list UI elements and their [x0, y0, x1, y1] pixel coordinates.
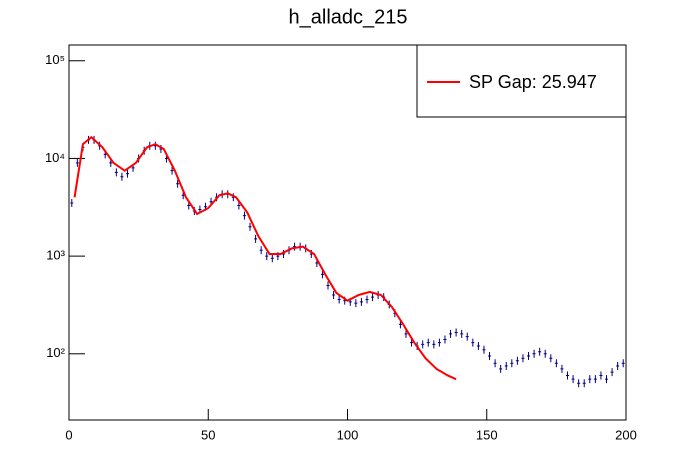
x-tick-label: 50: [201, 427, 215, 442]
data-point: [527, 351, 531, 360]
data-point: [493, 359, 497, 368]
x-tick-label: 100: [337, 427, 359, 442]
data-point: [549, 354, 553, 363]
data-point: [465, 332, 469, 341]
data-point: [482, 345, 486, 354]
data-point: [443, 335, 447, 344]
data-point: [421, 340, 425, 349]
data-point: [460, 329, 464, 338]
x-tick-label: 200: [615, 427, 637, 442]
y-tick-label: 10⁵: [45, 52, 65, 67]
data-point: [476, 342, 480, 351]
data-point: [237, 201, 241, 210]
data-point: [471, 338, 475, 347]
data-point: [510, 359, 514, 368]
data-point: [488, 351, 492, 360]
data-point: [332, 290, 336, 299]
data-point: [499, 364, 503, 373]
y-tick-label: 10³: [46, 248, 65, 263]
y-tick-label: 10⁴: [45, 150, 65, 165]
data-point: [560, 364, 564, 373]
data-point: [114, 168, 118, 177]
data-point: [616, 362, 620, 370]
data-point: [588, 375, 592, 384]
data-point: [242, 211, 246, 220]
data-point: [170, 166, 174, 175]
chart-title: h_alladc_215: [289, 6, 408, 28]
data-point: [326, 281, 330, 290]
data-point: [265, 252, 269, 261]
data-point: [254, 234, 258, 243]
data-point: [521, 354, 525, 363]
data-point: [532, 349, 536, 358]
data-point: [75, 158, 79, 167]
data-point: [404, 329, 408, 338]
data-point: [437, 338, 441, 347]
data-point: [293, 242, 297, 251]
y-tick-label: 10²: [46, 345, 65, 360]
data-point: [354, 299, 358, 308]
data-point: [432, 340, 436, 349]
data-point: [426, 338, 430, 347]
data-point: [359, 297, 363, 306]
data-point: [571, 375, 575, 384]
data-point: [566, 371, 570, 380]
x-tick-label: 0: [65, 427, 72, 442]
data-point: [593, 375, 597, 384]
data-point: [365, 295, 369, 304]
fit-line: [73, 135, 457, 381]
data-point: [454, 328, 458, 337]
data-point: [371, 293, 375, 302]
data-point: [554, 359, 558, 368]
x-tick-label: 150: [476, 427, 498, 442]
data-point: [515, 356, 519, 365]
data-point: [449, 329, 453, 338]
data-point: [125, 169, 129, 178]
data-point: [538, 347, 542, 356]
data-point: [543, 349, 547, 358]
data-point: [577, 379, 581, 388]
data-point: [259, 246, 263, 255]
data-point: [621, 359, 625, 368]
data-point: [70, 198, 74, 207]
data-point: [270, 254, 274, 263]
data-point: [610, 368, 614, 377]
data-point: [605, 375, 609, 384]
data-point: [176, 179, 180, 188]
data-point: [120, 172, 124, 181]
legend-label: SP Gap: 25.947: [469, 72, 597, 92]
data-point: [582, 379, 586, 388]
data-point: [599, 371, 603, 380]
data-point: [337, 295, 341, 304]
data-point: [320, 270, 324, 279]
data-point: [504, 362, 508, 370]
data-point: [248, 222, 252, 231]
